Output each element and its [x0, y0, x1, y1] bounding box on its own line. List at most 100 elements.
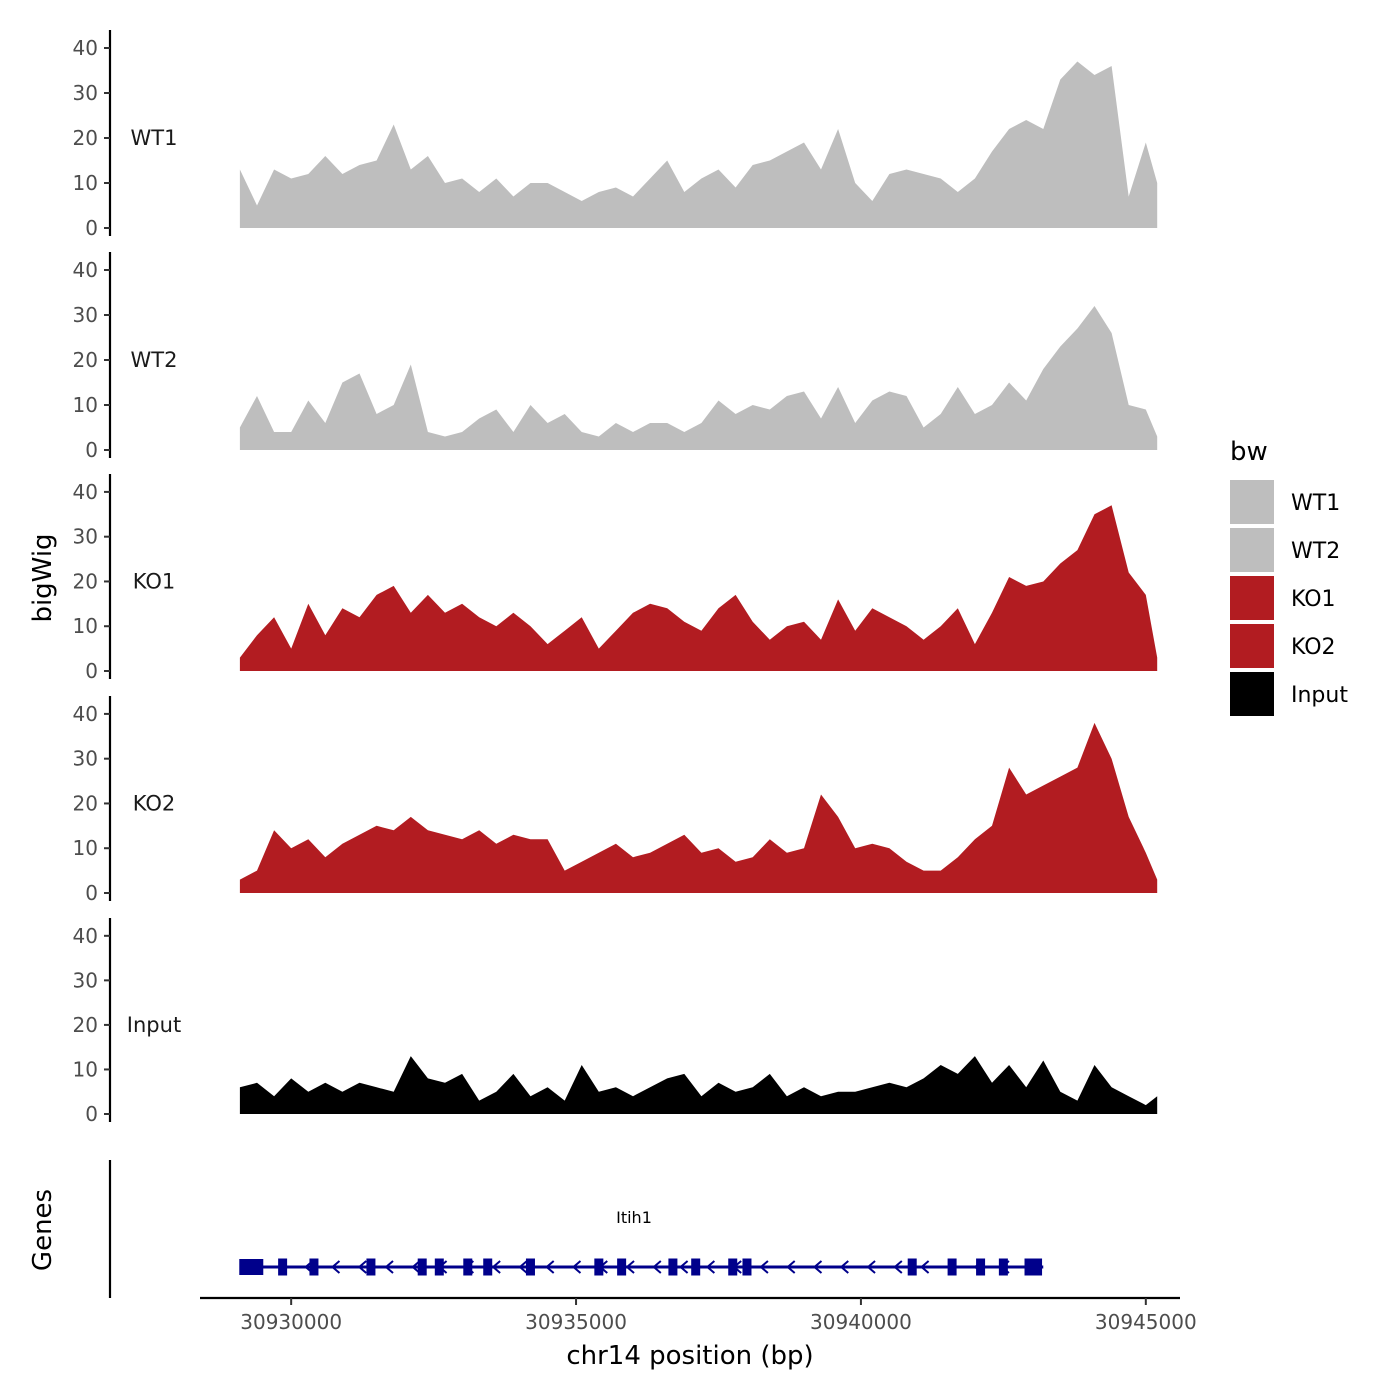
gene-exon: [728, 1258, 738, 1276]
legend-label: WT1: [1291, 491, 1340, 516]
track-ko1: 0 10 20 30 40 KO1: [73, 474, 1158, 683]
y-axis-title: bigWig: [28, 533, 58, 622]
y-tick-label: 30: [73, 968, 98, 992]
strand-arrow: [759, 1260, 769, 1274]
gene-exon: [947, 1258, 957, 1276]
legend-label: Input: [1291, 683, 1348, 708]
y-tick-label: 30: [73, 81, 98, 105]
gene-exon: [278, 1258, 288, 1276]
y-tick-label: 0: [85, 438, 98, 462]
x-axis-title: chr14 position (bp): [566, 1341, 813, 1371]
track-wt2: 0 10 20 30 40 WT2: [73, 252, 1158, 462]
x-tick-label: 30940000: [810, 1310, 912, 1334]
gene-exon: [434, 1258, 444, 1276]
gene-exon: [1033, 1258, 1043, 1276]
gene-exon: [594, 1258, 604, 1276]
y-tick-label: 40: [73, 258, 98, 282]
strand-arrow: [491, 1260, 501, 1274]
gene-exon: [463, 1258, 473, 1276]
strand-arrow: [545, 1260, 555, 1274]
strand-arrow: [330, 1260, 341, 1274]
legend-key-ko1: [1230, 576, 1274, 620]
strand-arrow: [625, 1260, 635, 1274]
track-ko2: 0 10 20 30 40 KO2: [73, 696, 1158, 905]
legend-label: KO2: [1291, 635, 1336, 660]
gene-exon: [976, 1258, 986, 1276]
strand-arrow: [652, 1260, 662, 1274]
strand-arrow: [357, 1260, 367, 1274]
legend: bw WT1 WT2 KO1 KO2 Input: [1230, 437, 1348, 716]
legend-title: bw: [1230, 437, 1268, 467]
area-input: [239, 1056, 1158, 1114]
y-tick-label: 40: [73, 480, 98, 504]
y-tick-label: 30: [73, 303, 98, 327]
gene-exon: [483, 1258, 493, 1276]
strand-arrow: [518, 1260, 528, 1274]
gene-name-label: Itih1: [616, 1208, 652, 1227]
gene-exon: [617, 1258, 627, 1276]
y-tick-label: 30: [73, 525, 98, 549]
y-tick-label: 30: [73, 747, 98, 771]
strand-arrow: [839, 1260, 849, 1274]
y-tick-label: 10: [73, 614, 98, 638]
track-wt1: 0 10 20 30 40 WT1: [73, 30, 1158, 240]
strand-arrow: [786, 1260, 796, 1274]
area-wt2: [239, 306, 1158, 450]
track-label: Input: [127, 1013, 181, 1037]
track-label: KO2: [133, 791, 176, 815]
x-tick-label: 30945000: [1095, 1310, 1197, 1334]
y-tick-label: 10: [73, 1057, 98, 1081]
strand-arrow: [571, 1260, 582, 1274]
strand-arrow: [893, 1260, 903, 1274]
x-axis: 30930000 30935000 30940000 30945000: [200, 1296, 1197, 1334]
y-tick-label: 10: [73, 836, 98, 860]
strand-arrow: [384, 1260, 394, 1274]
y-tick-label: 0: [85, 659, 98, 683]
strand-arrow: [679, 1260, 689, 1274]
gene-exon: [309, 1258, 319, 1276]
signal-tracks: 0 10 20 30 40 WT1 0 10 20 30 40 WT2 0 10 20 30 40 KO1 0 10 2…: [73, 30, 1158, 1126]
y-tick-label: 20: [73, 791, 98, 815]
y-tick-label: 20: [73, 1013, 98, 1037]
y-tick-label: 10: [73, 393, 98, 417]
legend-key-input: [1230, 672, 1274, 716]
gene-exon: [742, 1258, 752, 1276]
gene-exon: [907, 1258, 917, 1276]
gene-exon: [668, 1258, 678, 1276]
gene-exon: [998, 1258, 1008, 1276]
y-tick-label: 20: [73, 126, 98, 150]
y-tick-label: 40: [73, 36, 98, 60]
gene-exon: [417, 1258, 427, 1276]
genes-axis-title: Genes: [28, 1189, 58, 1271]
legend-label: KO1: [1291, 587, 1336, 612]
y-tick-label: 20: [73, 348, 98, 372]
strand-arrow: [812, 1260, 823, 1274]
x-tick-label: 30930000: [240, 1310, 342, 1334]
gene-exon: [366, 1258, 376, 1276]
area-ko2: [239, 722, 1158, 893]
area-ko1: [239, 505, 1158, 671]
genes-track: Itih1: [108, 1160, 1044, 1298]
gene-exon: [691, 1258, 701, 1276]
strand-arrow: [411, 1260, 421, 1274]
gene-exon: [525, 1258, 535, 1276]
strand-arrow: [920, 1260, 930, 1274]
gene-exon: [239, 1259, 264, 1275]
track-input: 0 10 20 30 40 Input: [73, 918, 1158, 1126]
legend-key-ko2: [1230, 624, 1274, 668]
x-tick-label: 30935000: [525, 1310, 627, 1334]
legend-label: WT2: [1291, 539, 1340, 564]
legend-key-wt2: [1230, 528, 1274, 572]
y-tick-label: 40: [73, 924, 98, 948]
track-label: KO1: [133, 569, 176, 593]
track-label: WT1: [131, 126, 178, 150]
y-tick-label: 20: [73, 569, 98, 593]
y-tick-label: 0: [85, 881, 98, 905]
y-tick-label: 0: [85, 1102, 98, 1126]
legend-key-wt1: [1230, 480, 1274, 524]
y-tick-label: 0: [85, 216, 98, 240]
y-tick-label: 40: [73, 702, 98, 726]
strand-arrow: [705, 1260, 716, 1274]
gene-exon: [1024, 1258, 1034, 1276]
